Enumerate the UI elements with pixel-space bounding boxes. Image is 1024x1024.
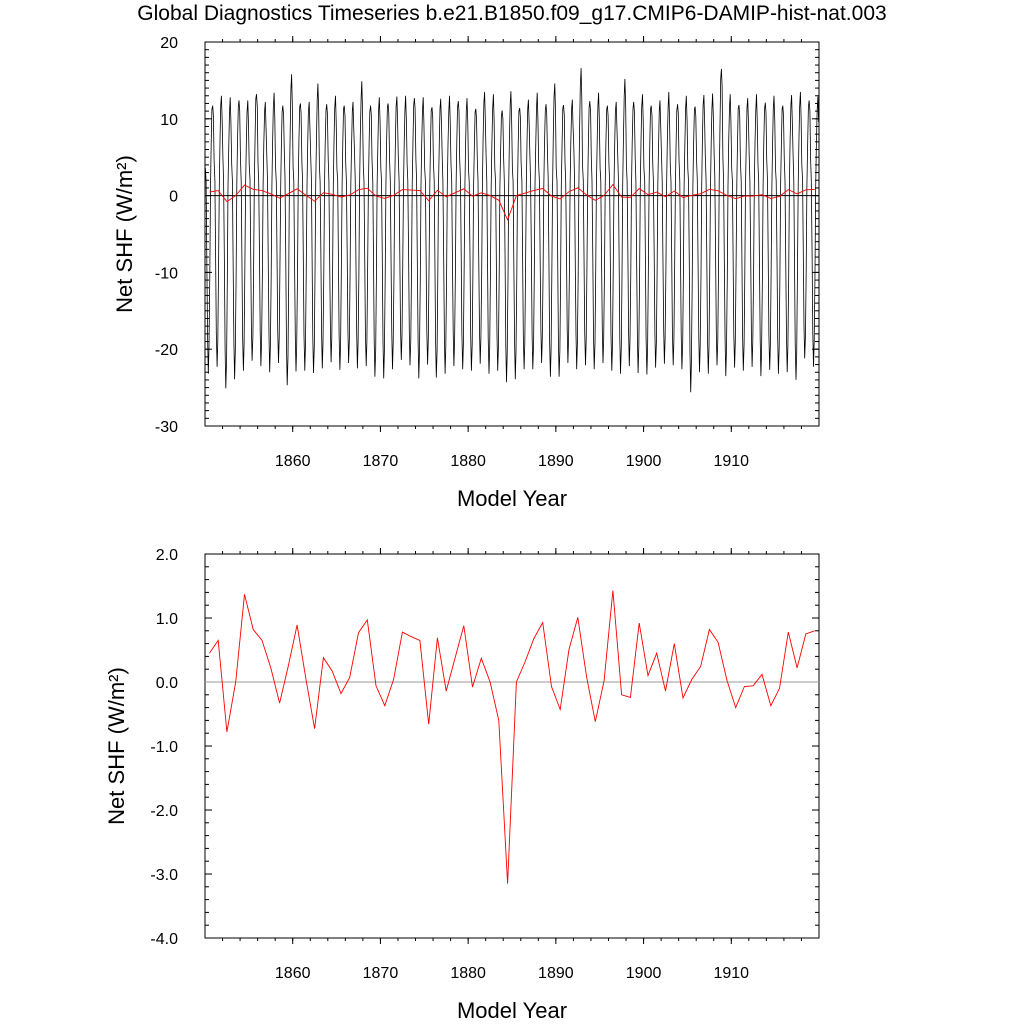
chart-title: Global Diagnostics Timeseries b.e21.B185… (137, 2, 887, 25)
plot-2-xtick-label: 1860 (275, 965, 311, 982)
plot-1-monthly-series-line (205, 68, 819, 393)
plot-1-ytick-label: -10 (155, 265, 178, 282)
plot-2-annual-mean-series-line (209, 590, 815, 884)
plot-2-ytick-label: -1.0 (150, 739, 178, 756)
plot-1-annual-mean-series-line (209, 183, 815, 221)
plot-2-xtick-label: 1880 (450, 965, 486, 982)
plot-2-xtick-label: 1900 (626, 965, 662, 982)
plot-2-ytick-label: -2.0 (150, 803, 178, 820)
plot-2-xtick-label: 1870 (363, 965, 399, 982)
plot-2-xtick-label: 1890 (538, 965, 574, 982)
plot-1-xtick-label: 1880 (450, 453, 486, 470)
plot-1-xtick-label: 1870 (363, 453, 399, 470)
plot-2-ytick-label: 1.0 (156, 611, 178, 628)
plot-1-ytick-label: 10 (160, 112, 178, 129)
plot-1-xtick-label: 1900 (626, 453, 662, 470)
plot-1-ytick-label: -20 (155, 342, 178, 359)
plot-1-y-axis-label: Net SHF (W/m²) (112, 155, 137, 313)
plot-1-ytick-label: 20 (160, 35, 178, 52)
plot-2-ytick-label: -3.0 (150, 867, 178, 884)
plot-1-xtick-label: 1860 (275, 453, 311, 470)
plot-1-ytick-label: 0 (169, 189, 178, 206)
plot-2-xtick-label: 1910 (713, 965, 749, 982)
plot-2-x-axis-label: Model Year (457, 998, 567, 1023)
plot-1-ytick-label: -30 (155, 419, 178, 436)
plot-2-ytick-label: 2.0 (156, 547, 178, 564)
plot-2-ytick-label: -4.0 (150, 931, 178, 948)
plot-1-xtick-label: 1910 (713, 453, 749, 470)
plot-1-x-axis-label: Model Year (457, 486, 567, 511)
plot-2-y-axis-label: Net SHF (W/m²) (104, 667, 129, 825)
plot-1-frame (204, 41, 820, 427)
plot-2-frame (204, 553, 820, 939)
plot-2-ytick-label: 0.0 (156, 675, 178, 692)
plot-1-xtick-label: 1890 (538, 453, 574, 470)
